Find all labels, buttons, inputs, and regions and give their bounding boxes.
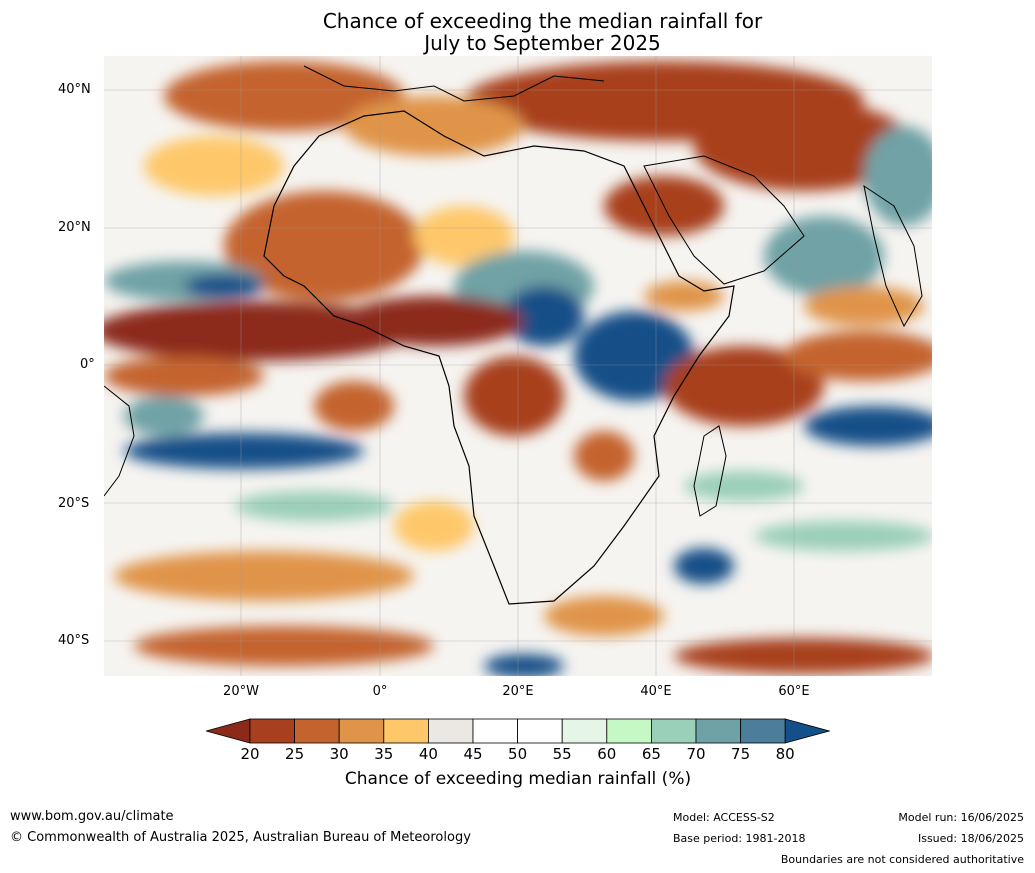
colorbar-tick-label: 75 [731,745,751,763]
title-line-2: July to September 2025 [424,31,661,55]
colorbar-tick-label: 20 [240,745,260,763]
colorbar-cell [472,718,518,744]
colorbar-tick-label: 60 [597,745,617,763]
y-label-40n: 40°N [58,82,91,97]
madagascar-coastline [693,425,727,517]
colorbar-cell [606,718,652,744]
colorbar-cell [427,718,474,744]
y-label-0: 0° [80,357,95,372]
colorbar-cell [249,718,295,744]
colorbar-extend-low [206,718,251,744]
colorbar-cell [294,718,340,744]
colorbar-tick-label: 65 [641,745,661,763]
map-title: Chance of exceeding the median rainfall … [0,10,1035,54]
colorbar-tick-label: 30 [329,745,349,763]
footer-base-period: Base period: 1981-2018 [673,832,806,845]
colorbar-label: Chance of exceeding median rainfall (%) [344,769,692,789]
title-line-1: Chance of exceeding the median rainfall … [322,9,763,33]
south-america-coastline [104,385,135,497]
india-coastline [863,184,923,328]
colorbar-tick-label: 50 [508,745,528,763]
arabia-coastline [643,155,805,285]
colorbar-cell [695,718,741,744]
colorbar-cell [650,718,697,744]
y-label-20n: 20°N [58,220,91,235]
footer-website: www.bom.gov.au/climate [10,809,174,824]
colorbar-cell [338,718,385,744]
footer-issued: Issued: 18/06/2025 [917,832,1024,845]
colorbar-tick-label: 55 [552,745,572,763]
footer-copyright: © Commonwealth of Australia 2025, Austra… [10,830,471,845]
y-label-40s: 40°S [58,633,90,648]
x-label-60e: 60°E [778,684,810,699]
colorbar-extend-high [784,718,830,744]
graticule [104,56,932,676]
footer-disclaimer: Boundaries are not considered authoritat… [780,853,1024,866]
map-canvas [104,56,932,676]
colorbar-cell [383,718,429,744]
rainfall-field [104,61,932,676]
colorbar-tick-label: 45 [463,745,483,763]
colorbar [206,718,830,744]
colorbar-cell [561,718,608,744]
colorbar-cell [740,718,786,744]
colorbar-tick-label: 25 [285,745,305,763]
footer-model: Model: ACCESS-S2 [673,811,775,824]
europe-coastline [303,65,605,102]
rainfall-map [104,56,932,676]
colorbar-cell [517,718,563,744]
x-label-20w: 20°W [223,684,259,699]
africa-coastline [263,110,735,605]
y-label-20s: 20°S [58,496,90,511]
colorbar-tick-label: 40 [418,745,438,763]
colorbar-tick-label: 70 [686,745,706,763]
colorbar-tick-label: 80 [775,745,795,763]
x-label-0: 0° [372,684,388,699]
colorbar-tick-label: 35 [374,745,394,763]
x-label-20e: 20°E [502,684,534,699]
x-label-40e: 40°E [640,684,672,699]
footer-model-run: Model run: 16/06/2025 [898,811,1024,824]
